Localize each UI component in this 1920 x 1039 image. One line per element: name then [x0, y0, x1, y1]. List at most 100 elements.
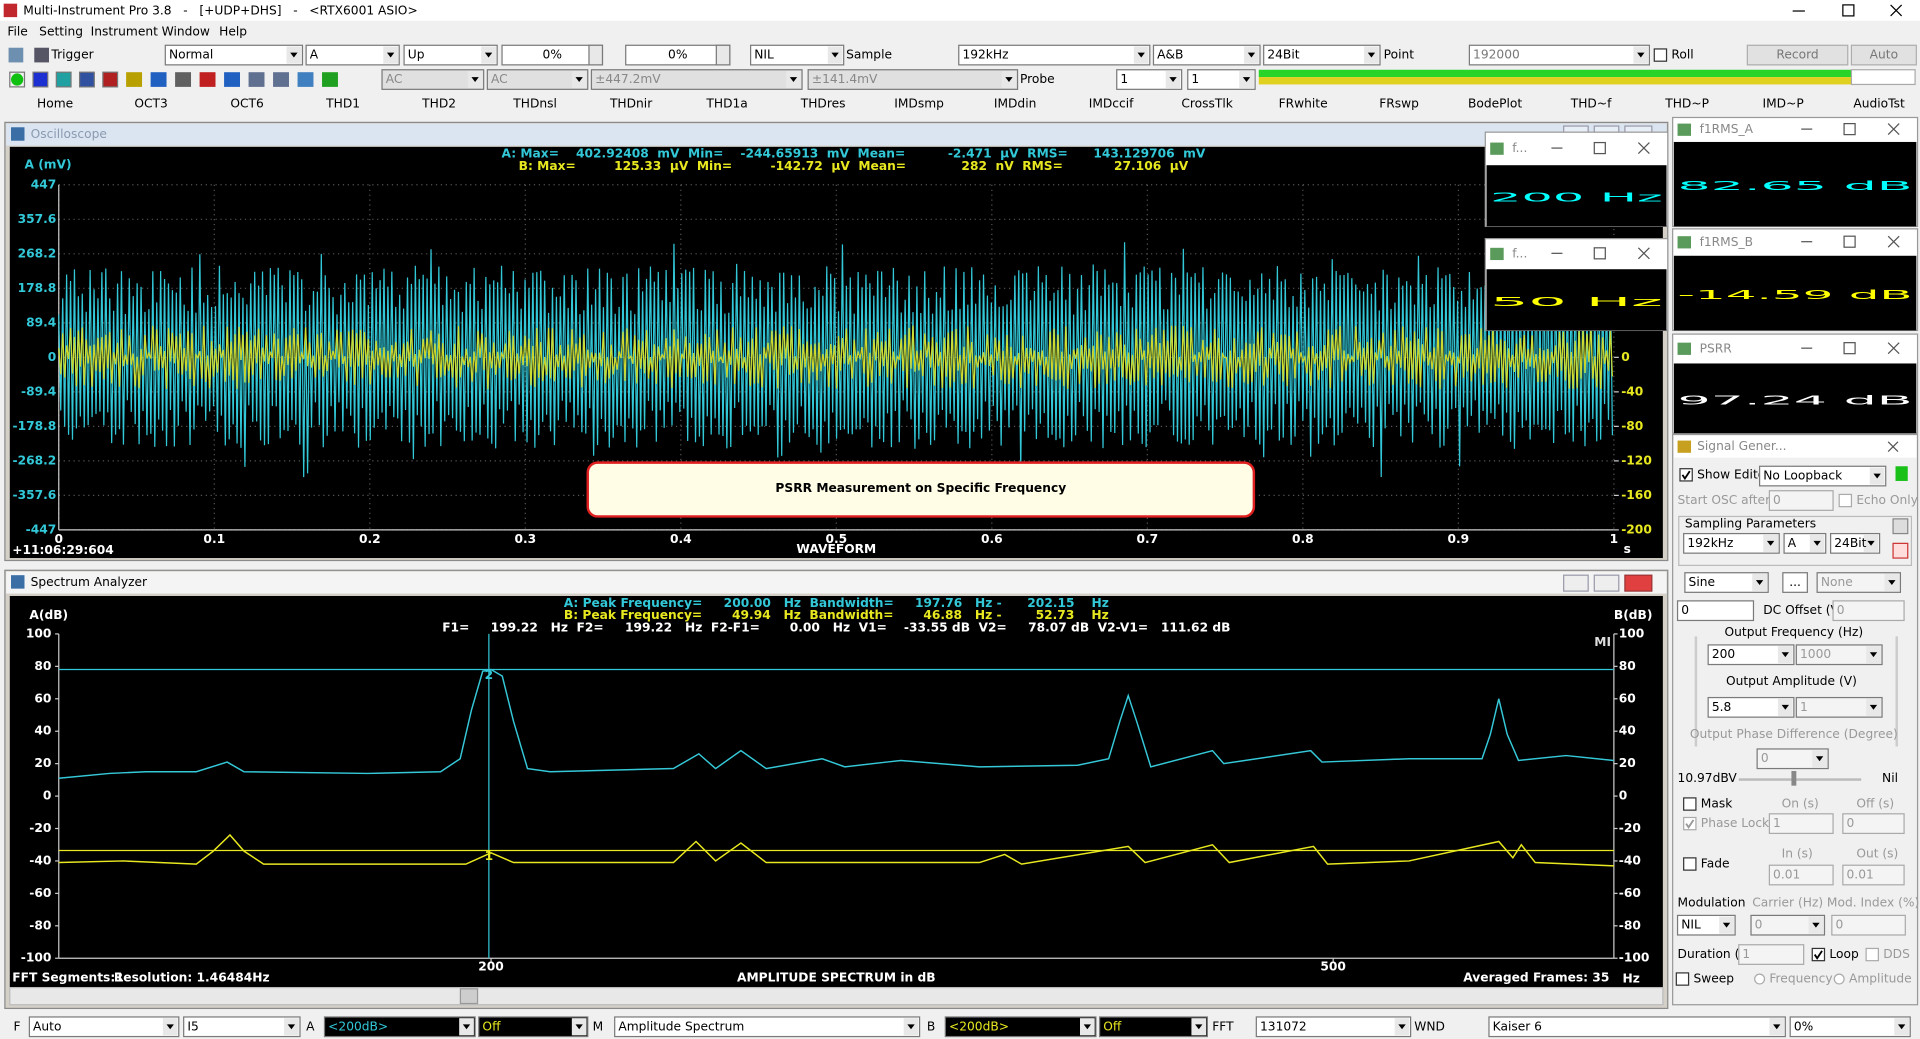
checkbox[interactable] [1675, 972, 1690, 986]
tab[interactable]: IMDccif [1089, 97, 1134, 111]
toolbar-icon[interactable] [248, 72, 265, 87]
toolbar-icon[interactable] [322, 72, 338, 87]
slider-thumb[interactable] [1791, 770, 1797, 786]
checkbox[interactable] [1811, 947, 1826, 962]
combo-box[interactable] [403, 44, 498, 66]
close[interactable] [1887, 235, 1900, 248]
combo-box[interactable] [1684, 572, 1769, 593]
combo-box[interactable] [958, 44, 1151, 66]
toolbar-icon[interactable] [175, 72, 192, 87]
tab[interactable]: FRwhite [1279, 97, 1328, 111]
combo-box[interactable] [750, 44, 845, 66]
combo-box[interactable] [381, 69, 485, 90]
checkbox[interactable] [1679, 468, 1693, 482]
combo-box[interactable] [944, 1016, 1097, 1038]
tab[interactable]: OCT6 [230, 97, 264, 111]
combo-box[interactable] [614, 1016, 921, 1038]
tab[interactable]: THD1a [705, 97, 747, 111]
checkbox[interactable] [1683, 857, 1697, 871]
minimize[interactable] [1801, 241, 1813, 243]
input-box[interactable] [1768, 490, 1834, 511]
scrollbar[interactable] [9, 986, 1664, 1006]
input-box[interactable] [1842, 813, 1905, 835]
combo-box[interactable] [183, 1016, 301, 1038]
tab[interactable]: FRswp [1379, 97, 1419, 111]
combo-box[interactable] [164, 44, 304, 66]
close[interactable] [1887, 342, 1900, 355]
tab[interactable]: THD~P [1664, 97, 1709, 111]
input-box[interactable] [1768, 813, 1834, 835]
scroll-thumb[interactable] [459, 988, 479, 1005]
toolbar-icon[interactable] [273, 72, 289, 87]
combo-box[interactable] [28, 1016, 180, 1038]
checkbox[interactable] [1865, 947, 1879, 962]
maximize[interactable] [1843, 342, 1856, 355]
combo-box[interactable] [305, 44, 400, 66]
combo-box[interactable] [1488, 1016, 1786, 1038]
checkbox[interactable] [1838, 493, 1853, 508]
menu-item[interactable]: File [7, 24, 27, 38]
maximize[interactable] [1842, 4, 1855, 17]
input-box[interactable] [1676, 600, 1755, 622]
close[interactable] [1887, 441, 1899, 453]
combo-box[interactable] [1789, 1016, 1911, 1038]
tab[interactable]: AudioTst [1853, 97, 1905, 111]
tab[interactable]: THD2 [421, 97, 456, 111]
combo-box[interactable] [1116, 69, 1183, 90]
minimize[interactable] [1563, 574, 1589, 592]
toolbar-icon[interactable] [78, 71, 95, 88]
toolbar-icon[interactable] [199, 72, 216, 87]
combo-box[interactable] [1816, 572, 1902, 593]
maximize[interactable] [1593, 141, 1606, 155]
tab[interactable]: IMD~P [1762, 97, 1803, 111]
combo-box[interactable] [323, 1016, 476, 1038]
toolbar-icon[interactable] [32, 71, 49, 88]
checkbox[interactable] [1683, 797, 1697, 811]
minimize[interactable] [1801, 128, 1813, 130]
input-box[interactable] [1842, 864, 1905, 886]
menu-item[interactable]: Setting [39, 24, 83, 38]
close[interactable] [1624, 574, 1653, 592]
spin-button[interactable] [588, 44, 604, 66]
toolbar-icon[interactable] [126, 72, 143, 87]
input-box[interactable] [1768, 864, 1834, 886]
button-label[interactable]: Auto [1870, 48, 1898, 62]
tab[interactable]: THD~f [1570, 97, 1612, 111]
tab[interactable]: THD1 [325, 97, 360, 111]
toolbar-icon[interactable] [102, 71, 119, 88]
combo-box[interactable] [1683, 532, 1780, 554]
combo-box[interactable] [1255, 1016, 1412, 1038]
combo-box[interactable] [1152, 44, 1261, 66]
input-box[interactable] [1782, 572, 1808, 593]
toolbar-icon[interactable] [224, 72, 240, 87]
tab[interactable]: THDnir [609, 97, 653, 111]
combo-box[interactable] [1098, 1016, 1208, 1038]
minimize[interactable] [1551, 252, 1563, 254]
tab[interactable]: THDnsl [512, 97, 557, 111]
combo-box[interactable] [1795, 644, 1883, 666]
combo-box[interactable] [1795, 696, 1883, 718]
maximize[interactable] [1843, 235, 1856, 248]
input-box[interactable] [1831, 914, 1906, 936]
combo-box[interactable] [1707, 696, 1795, 718]
minimize[interactable] [1551, 147, 1563, 149]
tab[interactable]: IMDsmp [894, 97, 944, 111]
tab[interactable]: CrossTlk [1181, 97, 1233, 111]
combo-box[interactable] [478, 1016, 589, 1038]
checkbox[interactable] [1683, 816, 1697, 831]
button[interactable] [1746, 44, 1849, 66]
radio[interactable] [1754, 973, 1766, 985]
save-button[interactable] [1892, 518, 1909, 535]
tab[interactable]: Home [37, 97, 73, 111]
window-controls[interactable] [1792, 4, 1903, 17]
combo-box[interactable] [1187, 69, 1256, 90]
combo-box[interactable] [1750, 914, 1826, 936]
menu-item[interactable]: Window [162, 24, 210, 38]
tab[interactable]: THDres [800, 97, 846, 111]
checkbox[interactable] [1653, 48, 1668, 62]
combo-box[interactable] [1468, 44, 1651, 66]
spin-button[interactable] [715, 44, 731, 66]
button-label[interactable]: Record [1776, 48, 1818, 62]
radio[interactable] [1833, 973, 1845, 985]
close[interactable] [1887, 123, 1900, 136]
